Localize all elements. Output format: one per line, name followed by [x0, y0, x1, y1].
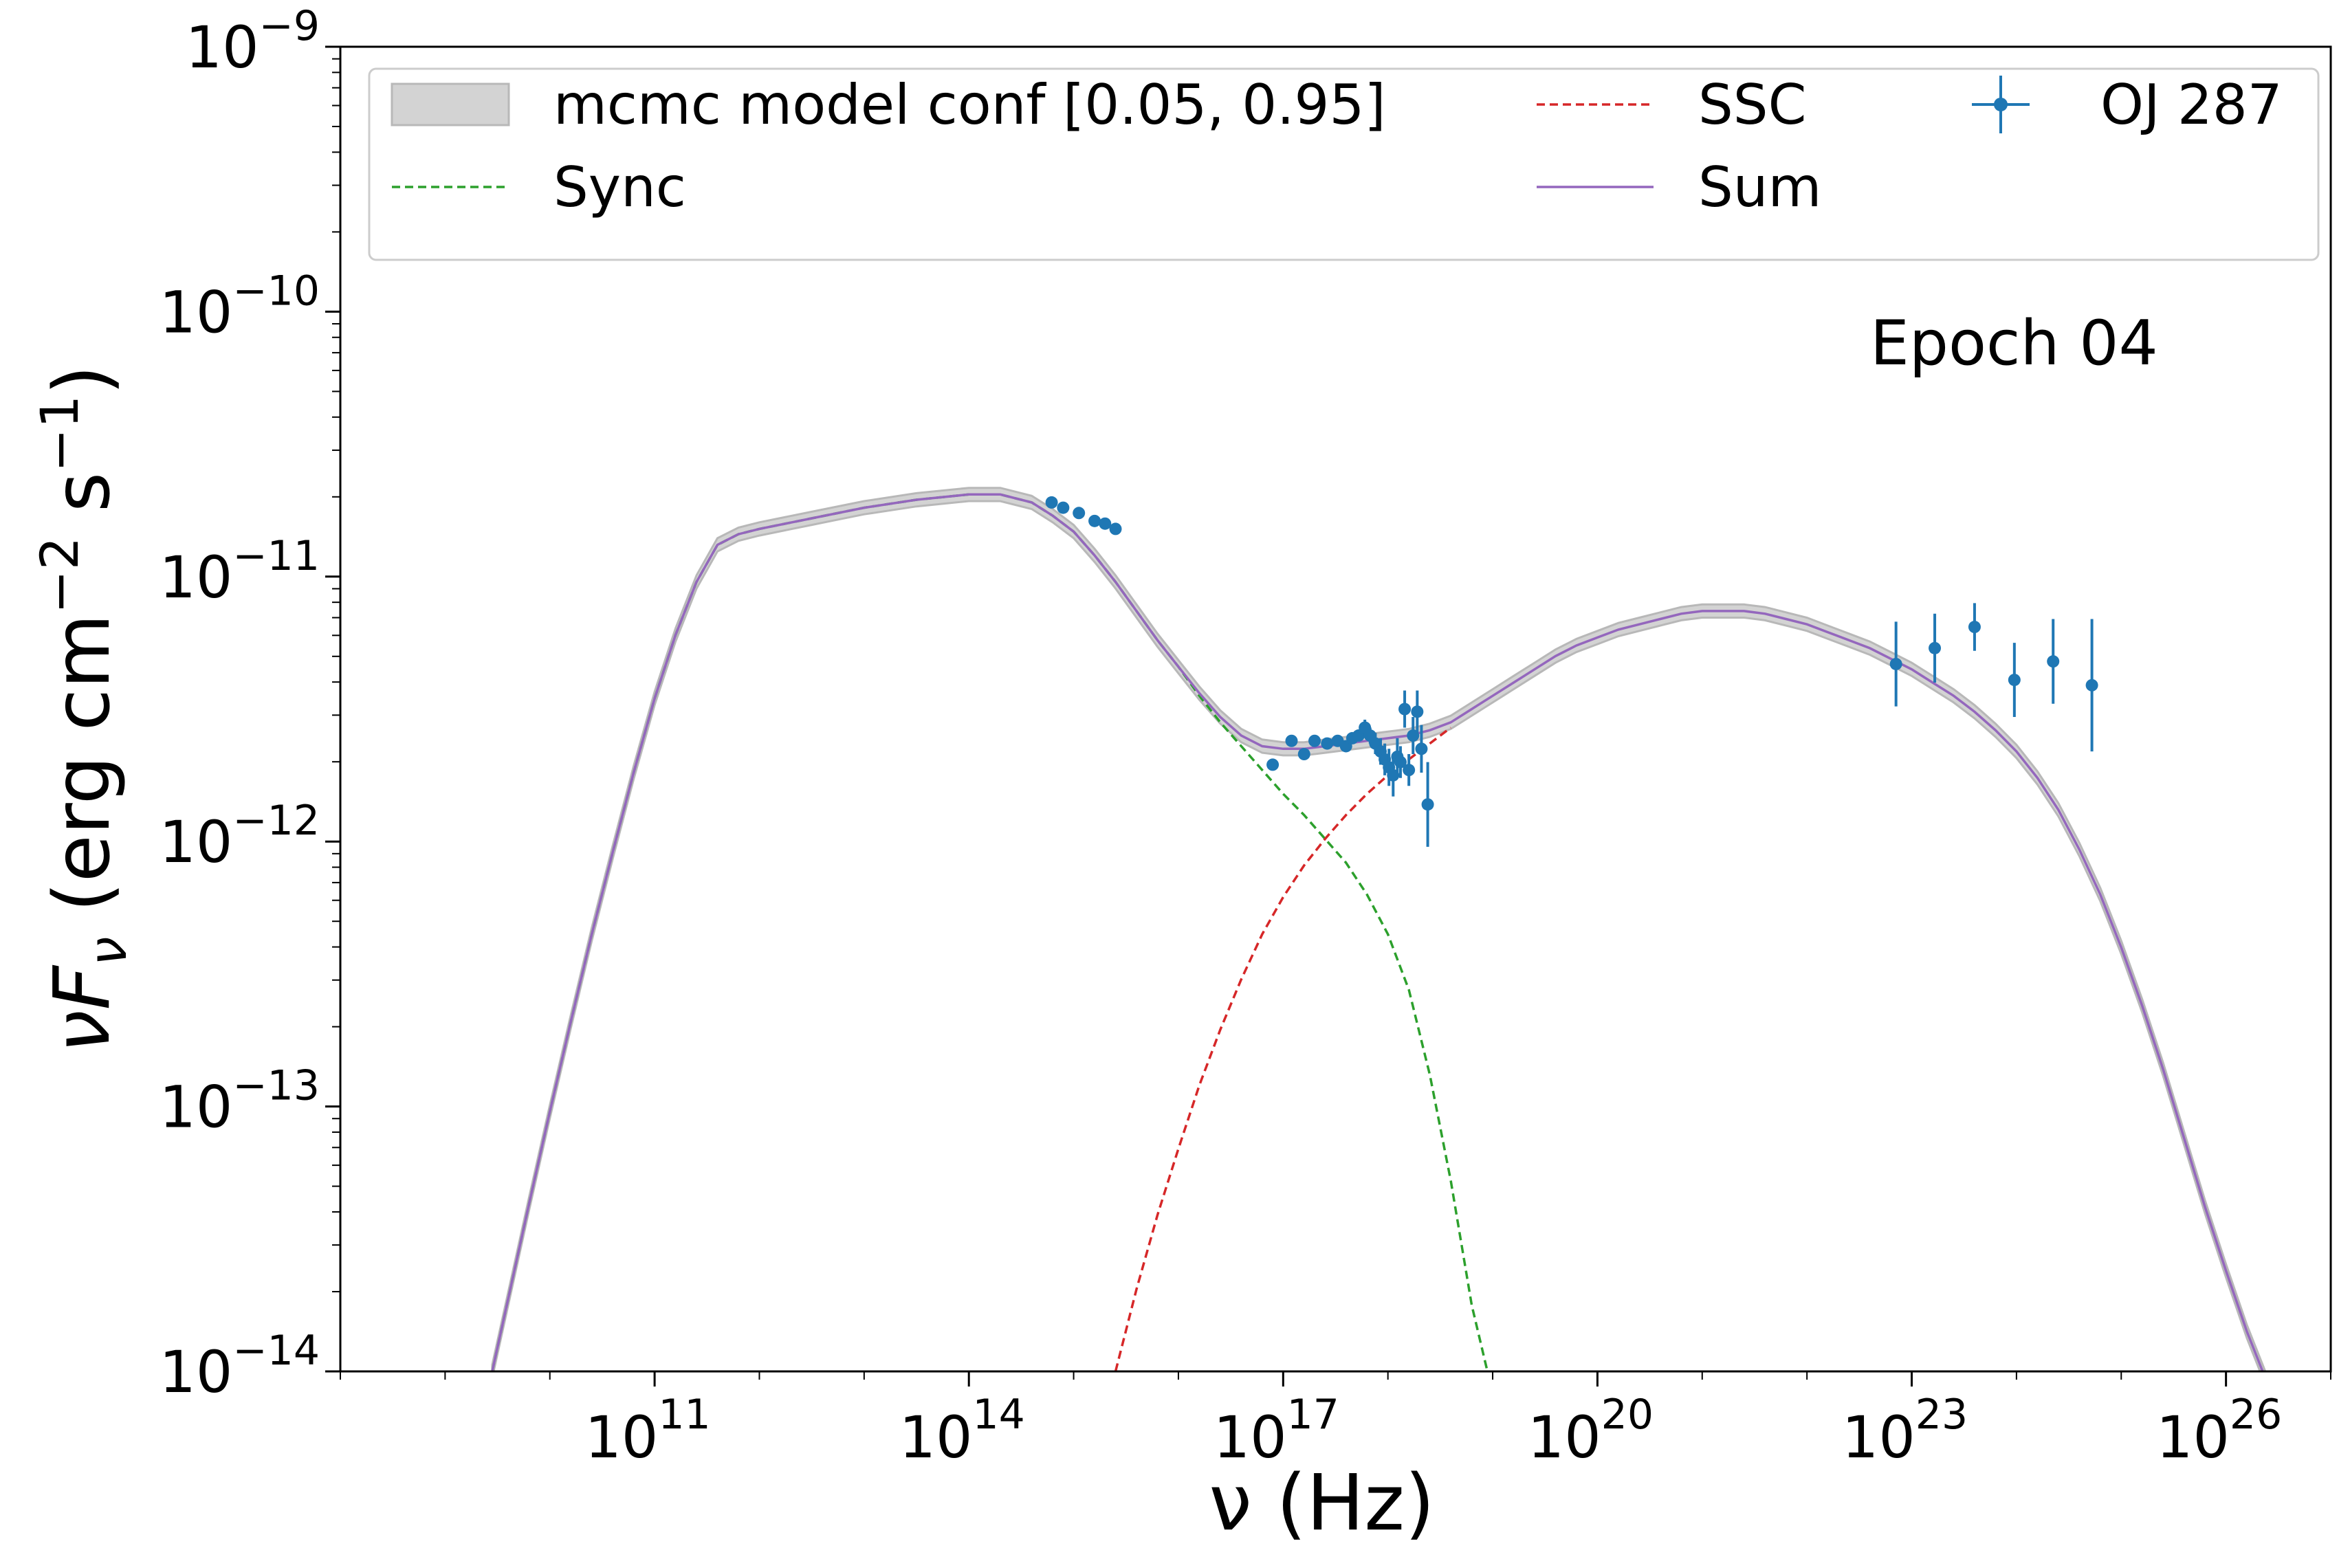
data-point	[1266, 758, 1280, 771]
data-marker	[1411, 705, 1424, 718]
legend-label: Sum	[1698, 155, 1821, 219]
legend-entry-sum: Sum	[1537, 155, 1821, 219]
data-point	[2085, 619, 2098, 752]
data-point	[1285, 734, 1298, 747]
axis-ticks: 1011 1014 1017 1020 1023 1026 10−14 10−13 10−12 1…	[159, 2, 2331, 1471]
data-point	[1297, 748, 1310, 761]
data-point	[1929, 613, 1942, 683]
data-marker	[1421, 798, 1434, 811]
data-point	[1099, 517, 1112, 530]
x-axis-title: ν (Hz)	[1209, 1459, 1435, 1548]
data-marker	[1297, 748, 1310, 761]
confidence-band	[491, 487, 2267, 1371]
legend-entry-sync: Sync	[392, 155, 686, 219]
data-point	[2047, 619, 2060, 704]
data-point	[1057, 501, 1070, 514]
legend-label: mcmc model conf [0.05, 0.95]	[553, 73, 1386, 137]
data-marker	[1403, 764, 1416, 777]
y-tick-label: 10−9	[186, 2, 320, 81]
y-tick-label: 10−12	[159, 797, 320, 876]
data-marker	[1889, 657, 1902, 670]
y-tick-label: 10−10	[159, 267, 320, 346]
data-point	[1109, 522, 1122, 535]
data-marker	[1415, 742, 1428, 755]
legend-swatch	[1994, 98, 2008, 111]
y-axis-title-text: νFν (erg cm−2 s−1)	[29, 365, 138, 1053]
data-marker	[1266, 758, 1280, 771]
data-point	[1415, 725, 1428, 773]
data-point	[1321, 737, 1334, 750]
model-confidence-band	[491, 487, 2267, 1371]
data-marker	[1968, 621, 1981, 634]
data-marker	[1099, 517, 1112, 530]
data-marker	[1045, 496, 1058, 509]
y-tick-label: 10−11	[159, 532, 320, 611]
data-marker	[1109, 522, 1122, 535]
epoch-annotation: Epoch 04	[1870, 307, 2158, 379]
data-point	[1394, 746, 1407, 778]
data-point	[1968, 603, 1981, 651]
legend-swatch	[391, 82, 510, 126]
data-point	[1889, 621, 1902, 707]
data-point	[1045, 496, 1058, 509]
x-tick-label: 1014	[899, 1391, 1025, 1471]
data-marker	[1057, 501, 1070, 514]
sum-curve	[491, 493, 2264, 1371]
data-point	[1403, 754, 1416, 786]
x-tick-label: 1011	[584, 1391, 710, 1471]
data-point	[1421, 762, 1434, 847]
data-marker	[1398, 703, 1412, 716]
data-marker	[1394, 755, 1407, 769]
model-curves	[491, 493, 2264, 1371]
data-marker	[1073, 507, 1086, 520]
legend-entry-ssc: SSC	[1537, 73, 1806, 137]
data-marker	[2047, 655, 2060, 668]
data-marker	[2085, 678, 2098, 692]
data-point	[1088, 514, 1101, 527]
x-tick-label: 1023	[1842, 1391, 1968, 1471]
legend: mcmc model conf [0.05, 0.95] Sync SSC Sum OJ…	[368, 67, 2320, 261]
legend-entry-data: OJ 287	[1972, 73, 2283, 137]
ssc-curve	[1114, 727, 1452, 1371]
y-axis-title: νFν (erg cm−2 s−1)	[29, 365, 138, 1053]
data-point	[1073, 507, 1086, 520]
legend-box	[368, 67, 2320, 261]
data-marker	[1929, 641, 1942, 654]
y-tick-label: 10−14	[159, 1327, 320, 1406]
data-point	[1398, 690, 1412, 728]
legend-entry-band: mcmc model conf [0.05, 0.95]	[391, 73, 1386, 137]
data-marker	[1088, 514, 1101, 527]
sync-curve	[491, 493, 1489, 1371]
data-marker	[2008, 674, 2021, 687]
x-tick-label: 1026	[2156, 1391, 2282, 1471]
data-points	[1045, 496, 2098, 847]
data-point	[2008, 643, 2021, 718]
legend-label: SSC	[1698, 73, 1806, 137]
legend-label: Sync	[553, 155, 686, 219]
data-marker	[1285, 734, 1298, 747]
y-tick-label: 10−13	[159, 1062, 320, 1141]
plot-frame	[339, 45, 2332, 1373]
data-marker	[1321, 737, 1334, 750]
x-tick-label: 1017	[1214, 1391, 1339, 1471]
data-point	[1308, 734, 1321, 747]
legend-label: OJ 287	[2100, 73, 2283, 137]
x-tick-label: 1020	[1528, 1391, 1654, 1471]
data-marker	[1308, 734, 1321, 747]
data-point	[1411, 690, 1424, 733]
